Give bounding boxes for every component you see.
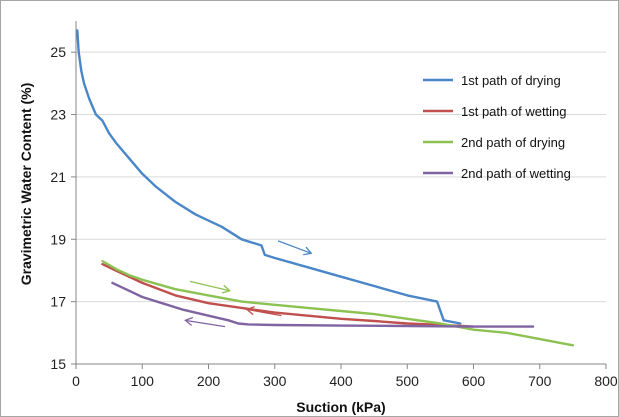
arrow-shaft-1 — [277, 240, 312, 254]
x-tick-label: 200 — [197, 373, 221, 389]
series-line-4 — [111, 281, 535, 328]
arrow-head-3 — [245, 306, 255, 316]
arrow-head-1 — [303, 246, 313, 256]
y-tick-label: 15 — [50, 356, 66, 372]
legend-label-2: 1st path of wetting — [461, 104, 567, 119]
direction-arrows — [184, 240, 313, 328]
legend-label-1: 1st path of drying — [461, 73, 561, 88]
series-lines — [76, 29, 575, 347]
series-line-1 — [76, 29, 462, 325]
y-tick-label: 25 — [50, 44, 66, 60]
axes — [71, 21, 607, 369]
series-line-3 — [101, 259, 575, 347]
tick-labels: 0 100 200 300 400 500 600 700 800 15 17 19 21 23 25 — [50, 44, 617, 389]
x-tick-label: 400 — [329, 373, 353, 389]
arrow-head-4 — [184, 316, 194, 326]
arrow-shaft-3 — [246, 308, 282, 317]
legend: 1st path of drying 1st path of wetting 2nd… — [423, 73, 571, 181]
x-tick-label: 600 — [462, 373, 486, 389]
legend-label-3: 2nd path of drying — [461, 135, 565, 150]
gridlines — [76, 51, 606, 303]
series-line-2 — [101, 263, 475, 328]
legend-label-4: 2nd path of wetting — [461, 166, 571, 181]
y-tick-label: 17 — [50, 294, 66, 310]
x-axis-title: Suction (kPa) — [296, 399, 385, 415]
x-tick-label: 300 — [263, 373, 287, 389]
y-tick-label: 21 — [50, 169, 66, 185]
x-tick-label: 800 — [594, 373, 618, 389]
x-tick-label: 700 — [528, 373, 552, 389]
y-tick-label: 19 — [50, 231, 66, 247]
x-tick-label: 0 — [72, 373, 80, 389]
arrow-shaft-2 — [189, 280, 230, 292]
y-tick-label: 23 — [50, 107, 66, 123]
y-axis-title: Gravimetric Water Content (%) — [18, 83, 34, 286]
x-tick-label: 500 — [396, 373, 420, 389]
x-tick-label: 100 — [131, 373, 155, 389]
arrow-head-2 — [221, 284, 231, 294]
arrow-shaft-4 — [185, 319, 226, 328]
